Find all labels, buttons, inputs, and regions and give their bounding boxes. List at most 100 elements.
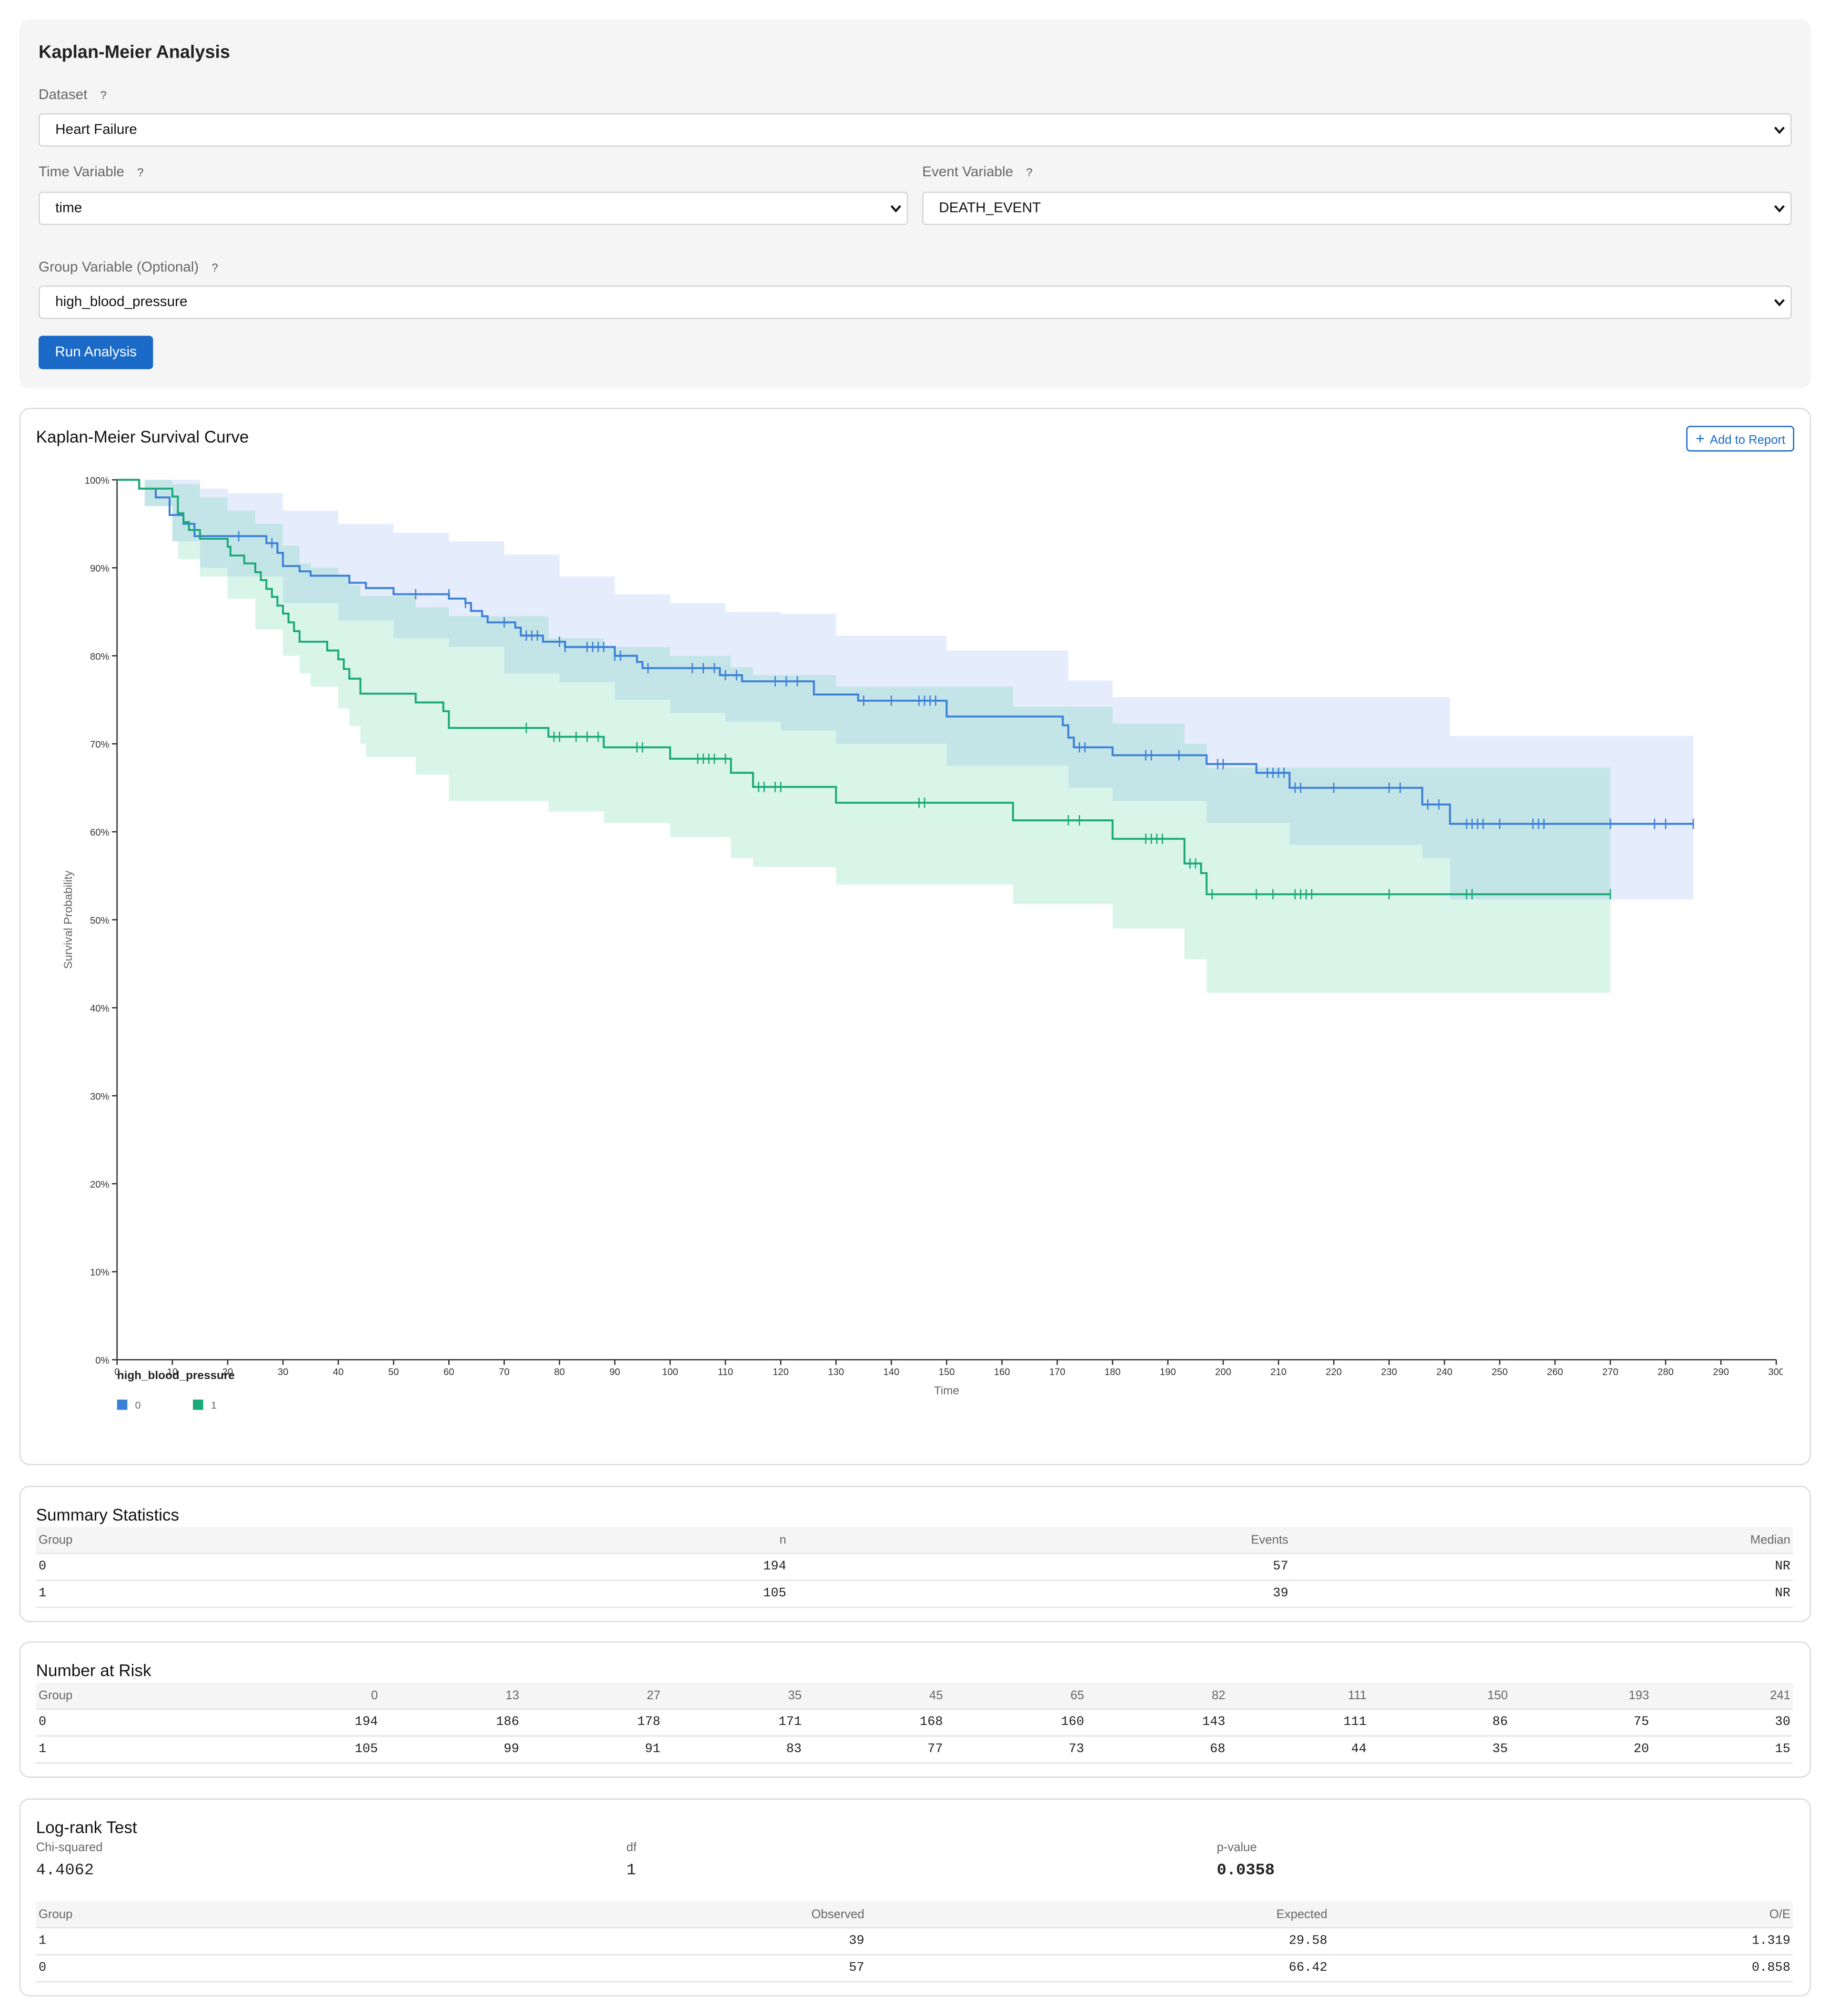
y-axis-title: Survival Probability (62, 870, 75, 969)
x-tick-label: 260 (1547, 1367, 1563, 1378)
km-chart: Survival Probability Time 0% 10% 20% 30% 40%… (62, 475, 1783, 1411)
table-cell: 0 (36, 1552, 287, 1581)
table-cell: 105 (287, 1580, 789, 1608)
section-title: Log-rank Test (36, 1817, 137, 1837)
table-cell: 86 (1369, 1708, 1511, 1736)
x-tick-label: 170 (1049, 1367, 1065, 1378)
field-label: Time Variable? (39, 165, 144, 180)
run-button[interactable]: Run Analysis (39, 335, 153, 370)
column-header: n (287, 1527, 789, 1553)
help-icon[interactable]: ? (1026, 166, 1033, 179)
column-header: 150 (1369, 1683, 1511, 1709)
table-cell: 111 (1228, 1708, 1369, 1736)
x-tick-label: 290 (1713, 1367, 1729, 1378)
section-title: Number at Risk (36, 1661, 151, 1680)
x-tick-label: 140 (883, 1367, 899, 1378)
dataset-select[interactable]: Heart Failure (39, 113, 1792, 147)
x-tick-label: 100 (662, 1367, 678, 1378)
x-tick-label: 40 (333, 1367, 344, 1378)
help-icon[interactable]: ? (100, 89, 107, 102)
survival-curve (117, 479, 1610, 896)
y-tick-label: 10% (90, 1268, 110, 1278)
table-cell: 73 (945, 1735, 1087, 1764)
y-tick-label: 0% (95, 1355, 109, 1366)
column-header: 111 (1228, 1683, 1369, 1709)
table-cell: 186 (380, 1708, 522, 1736)
table-cell: 15 (1651, 1735, 1793, 1764)
chevron (1774, 126, 1785, 134)
table-cell: 178 (522, 1708, 663, 1736)
column-header: 82 (1086, 1683, 1228, 1709)
table-cell: 57 (789, 1552, 1291, 1581)
table-cell: 194 (287, 1552, 789, 1581)
field-label: Dataset? (39, 88, 107, 103)
group-select[interactable]: high_blood_pressure (39, 285, 1792, 319)
header-row: Group Observed Expected O/E (36, 1901, 1793, 1928)
table-cell: 57 (403, 1954, 867, 1983)
table-cell: 171 (663, 1708, 804, 1736)
y-tick-label: 20% (90, 1179, 110, 1190)
chevron (1774, 205, 1785, 213)
table-cell: NR (1291, 1580, 1793, 1608)
x-tick-label: 150 (939, 1367, 955, 1378)
x-tick-label: 30 (278, 1367, 289, 1378)
y-tick-label: 60% (90, 827, 110, 838)
column-header: 45 (804, 1683, 945, 1709)
analysis-form: Kaplan-Meier Analysis Dataset? Heart Fai… (19, 19, 1811, 389)
stat: p-value 0.0358 (1217, 1841, 1275, 1879)
time-select[interactable]: time (39, 192, 908, 225)
x-tick-label: 230 (1381, 1367, 1397, 1378)
table-cell: 35 (1369, 1735, 1511, 1764)
x-tick-label: 220 (1326, 1367, 1342, 1378)
label-text: Event Variable (922, 164, 1014, 181)
x-tick-label: 280 (1658, 1367, 1674, 1378)
x-tick-label: 240 (1437, 1367, 1453, 1378)
x-tick-label: 250 (1492, 1367, 1508, 1378)
table-cell: 1 (36, 1735, 240, 1764)
table-cell: 39 (403, 1927, 867, 1955)
x-tick-label: 190 (1160, 1367, 1176, 1378)
label-text: Group Variable (Optional) (39, 260, 199, 275)
header-row: Group 0 13 27 35 45 65 82 111 150 193 241 (36, 1683, 1793, 1709)
table-cell: 1.319 (1330, 1927, 1793, 1955)
add-to-report-button[interactable]: + Add to Report (1687, 425, 1795, 452)
select-value: DEATH_EVENT (939, 201, 1041, 216)
column-header: Median (1291, 1527, 1793, 1553)
help-icon[interactable]: ? (137, 166, 144, 179)
column-header: Group (36, 1527, 287, 1553)
y-tick-label: 30% (90, 1091, 110, 1102)
y-tick-label: 40% (90, 1004, 110, 1014)
y-tick-label: 70% (90, 739, 110, 750)
table-cell: 30 (1651, 1708, 1793, 1736)
chevron (890, 205, 901, 213)
table-cell: 168 (804, 1708, 945, 1736)
stat: Chi-squared 4.4062 (36, 1841, 103, 1879)
column-header: Group (36, 1901, 404, 1928)
form-title: Kaplan-Meier Analysis (39, 41, 231, 62)
table-cell: 99 (380, 1735, 522, 1764)
chart-card: Kaplan-Meier Survival Curve + Add to Repo… (19, 408, 1811, 1465)
select-value: high_blood_pressure (55, 294, 188, 310)
column-header: 27 (522, 1683, 663, 1709)
table-cell: 0 (36, 1708, 240, 1736)
field-label: Event Variable? (922, 165, 1033, 180)
x-tick-label: 0 (114, 1367, 120, 1378)
legend-swatch (193, 1400, 203, 1410)
x-tick-label: 180 (1105, 1367, 1121, 1378)
event-select[interactable]: DEATH_EVENT (922, 192, 1792, 225)
y-tick-label: 100% (85, 475, 110, 486)
risk-table: Group 0 13 27 35 45 65 82 111 150 193 241 0 194 186 178… (36, 1683, 1793, 1764)
select-value: time (55, 201, 82, 216)
table-row: 1 39 29.58 1.319 (36, 1927, 1793, 1955)
column-header: 13 (380, 1683, 522, 1709)
column-header: 193 (1510, 1683, 1652, 1709)
header-row: Group n Events Median (36, 1527, 1793, 1553)
table-cell: 77 (804, 1735, 945, 1764)
y-tick-label: 90% (90, 564, 110, 574)
label-text: Dataset (39, 87, 88, 103)
x-tick-label: 50 (388, 1367, 399, 1378)
x-tick-label: 160 (994, 1367, 1010, 1378)
column-header: Events (789, 1527, 1291, 1553)
help-icon[interactable]: ? (211, 261, 218, 274)
